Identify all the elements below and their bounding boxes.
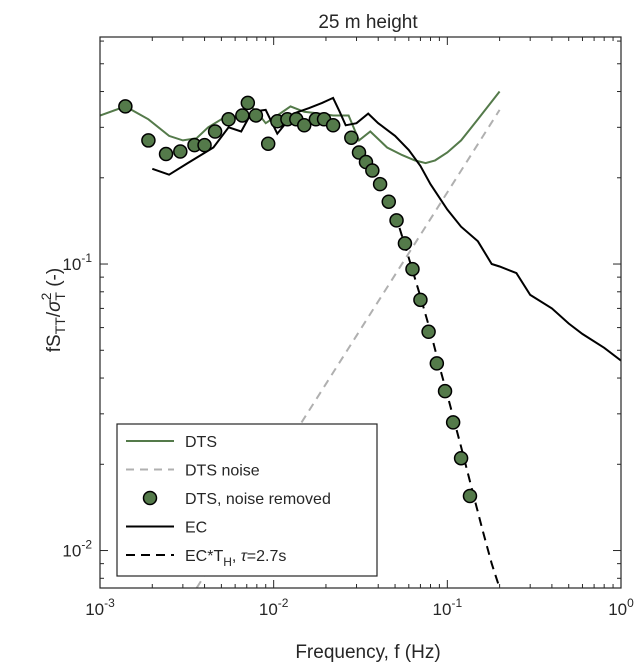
dts-noise-removed-marker [445, 415, 461, 430]
dts-noise-removed-marker [325, 118, 341, 133]
legend-box [116, 423, 378, 577]
dts-noise-removed-marker [158, 146, 174, 162]
dts-noise-removed-marker [260, 136, 276, 151]
dts-noise-removed-marker [118, 99, 133, 114]
y-label-sup: 2 [38, 292, 54, 300]
y-tick-label: 10-1 [62, 251, 92, 274]
dts-noise-removed-marker [437, 383, 453, 399]
dts-noise-removed-marker [235, 108, 250, 123]
legend-label-noise: DTS noise [185, 463, 260, 480]
dts-noise-removed-marker [389, 213, 404, 228]
y-label-slash: / [44, 311, 65, 317]
y-label-base: fS [44, 334, 65, 352]
dts-noise-removed-marker [173, 144, 188, 159]
axes-box [99, 36, 622, 589]
y-label-sub1: TT [52, 317, 68, 335]
series-group [100, 90, 621, 588]
y-label-sub2: T [52, 292, 68, 301]
y-tick-label: 10-2 [62, 538, 92, 561]
dts-noise-removed-marker [221, 112, 236, 127]
x-axis-label: Frequency, f (Hz) [295, 642, 440, 663]
legend-label-ecth: EC*TH, τ=2.7s [185, 548, 286, 569]
dts-noise-removed-marker [462, 488, 478, 504]
x-tick-label: 10-2 [259, 596, 289, 619]
y-label-unit: (-) [44, 268, 65, 292]
legend-label-dts: DTS [185, 434, 217, 451]
plot-area: 10-3 10-2 10-1 100 10-2 10-1 DTS DTS noise DTS, … [62, 36, 634, 619]
dts-noise-removed-marker [141, 133, 156, 148]
dts-noise-removed-marker [344, 130, 359, 145]
dts-noise-removed-marker [397, 236, 413, 251]
dts-noise-removed-marker [296, 118, 312, 133]
legend-label-removed: DTS, noise removed [185, 491, 331, 508]
dts-noise-removed-marker [421, 324, 436, 340]
dts-noise-removed-marker [197, 137, 212, 153]
dts-noise-removed-marker [405, 261, 420, 277]
dts-noise-removed-marker [429, 356, 445, 371]
ec-line [151, 96, 621, 362]
legend-label-ec: EC [185, 520, 207, 537]
legend: DTS DTS noise DTS, noise removed EC EC*TH, τ… [116, 423, 378, 577]
dts-noise-removed-marker [207, 124, 223, 139]
y-label-sigma: σ [44, 299, 65, 312]
dts-noise-removed-marker [453, 450, 469, 466]
dts-noise-removed-marker [365, 163, 380, 178]
x-tick-label: 10-1 [433, 596, 463, 619]
dts-noise-removed-marker [372, 176, 388, 192]
minor-ticks [100, 37, 621, 588]
x-tick-label: 100 [608, 596, 634, 619]
dts-noise-removed-marker [413, 292, 428, 308]
legend-marker-removed [142, 490, 158, 506]
dts-noise-removed-marker [248, 108, 264, 123]
x-tick-label: 10-3 [85, 596, 115, 619]
noise-line [195, 109, 501, 588]
dts-noise-removed-marker [240, 95, 256, 111]
chart-title: 25 m height [318, 12, 418, 33]
dts-noise-removed-marker [351, 145, 367, 160]
dts-noise-removed-marker [381, 194, 397, 209]
y-axis-label: fSTT/σ2T (-) [38, 268, 68, 352]
